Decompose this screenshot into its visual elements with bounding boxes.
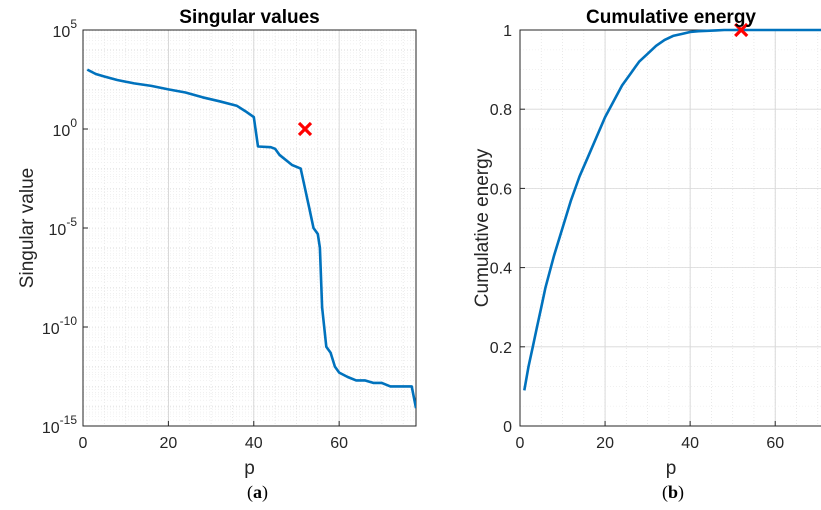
x-axis-label: p bbox=[244, 458, 255, 479]
x-tick-label: 20 bbox=[159, 435, 177, 452]
chart-title: Cumulative energy bbox=[586, 7, 756, 28]
marker-stroke bbox=[734, 22, 749, 38]
x-axis-label: p bbox=[666, 458, 677, 479]
y-tick-base: 10 bbox=[42, 321, 60, 338]
series-line bbox=[86, 68, 416, 409]
x-tick-label: 60 bbox=[330, 435, 348, 452]
highlight-marker bbox=[297, 121, 313, 137]
y-axis-label: Singular value bbox=[17, 168, 38, 288]
chart-title: Singular values bbox=[179, 7, 319, 28]
marker-stroke bbox=[297, 121, 313, 137]
y-tick-label: 10-15 bbox=[42, 413, 77, 437]
y-tick-label: 10-10 bbox=[42, 314, 77, 338]
y-tick-label: 0.8 bbox=[490, 102, 512, 119]
x-tick-label: 40 bbox=[245, 435, 263, 452]
panel-caption-letter: b bbox=[668, 482, 678, 502]
y-tick-label: 0.2 bbox=[490, 340, 512, 357]
series-line bbox=[523, 28, 821, 391]
panel-caption: (a) bbox=[247, 482, 268, 503]
x-tick-label: 60 bbox=[766, 435, 784, 452]
y-tick-exponent: -5 bbox=[66, 215, 77, 229]
panel-caption: (b) bbox=[662, 482, 684, 503]
x-tick-label: 40 bbox=[681, 435, 699, 452]
y-tick-label: 0.6 bbox=[490, 181, 512, 198]
y-tick-label: 105 bbox=[53, 17, 78, 41]
y-tick-base: 10 bbox=[53, 24, 71, 41]
y-axis-label: Cumulative energy bbox=[472, 148, 493, 307]
y-tick-exponent: 5 bbox=[70, 17, 77, 31]
y-tick-exponent: -15 bbox=[60, 413, 78, 427]
cumulative-energy-panel: 0 20 40 60 0 0.2 0.4 0.6 0.8 1 Cumulative energy p C… bbox=[472, 7, 821, 503]
axes-box bbox=[519, 29, 821, 427]
y-tick-exponent: -10 bbox=[60, 314, 78, 328]
x-tick-label: 20 bbox=[596, 435, 614, 452]
y-tick-label: 100 bbox=[53, 116, 78, 140]
y-tick-label: 0.4 bbox=[490, 261, 512, 278]
x-tick-label: 0 bbox=[79, 435, 88, 452]
plot-area bbox=[83, 30, 416, 426]
y-tick-base: 10 bbox=[53, 123, 71, 140]
y-tick-label: 0 bbox=[503, 419, 512, 436]
y-tick-label: 10-5 bbox=[49, 215, 78, 239]
y-tick-base: 10 bbox=[42, 420, 60, 437]
x-tick-label: 0 bbox=[516, 435, 525, 452]
y-tick-exponent: 0 bbox=[70, 116, 77, 130]
y-tick-base: 10 bbox=[49, 222, 67, 239]
panel-caption-letter: a bbox=[253, 482, 262, 502]
highlight-marker bbox=[734, 22, 749, 38]
y-tick-label: 1 bbox=[503, 23, 512, 40]
